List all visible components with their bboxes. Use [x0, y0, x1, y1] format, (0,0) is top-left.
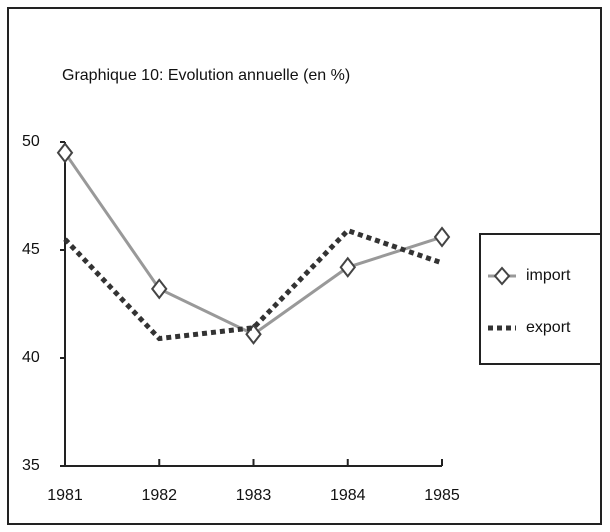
x-tick-label: 1981 — [47, 487, 83, 504]
data-point — [56, 142, 74, 164]
x-tick-label: 1982 — [141, 487, 177, 504]
y-tick-label: 45 — [22, 241, 40, 258]
chart-title: Graphique 10: Evolution annuelle (en %) — [62, 67, 350, 84]
x-tick-label: 1985 — [424, 487, 460, 504]
data-point — [150, 278, 168, 300]
legend-label: export — [526, 319, 571, 336]
y-tick-label: 40 — [22, 349, 40, 366]
data-point — [433, 226, 451, 248]
series-line — [63, 227, 443, 342]
x-tick-label: 1983 — [236, 487, 272, 504]
legend-label: import — [526, 267, 571, 284]
legend-marker — [493, 266, 511, 286]
y-tick-label: 35 — [22, 457, 40, 474]
legend-box — [479, 233, 602, 365]
data-point — [339, 256, 357, 278]
x-tick-label: 1984 — [330, 487, 366, 504]
y-tick-label: 50 — [22, 133, 40, 150]
